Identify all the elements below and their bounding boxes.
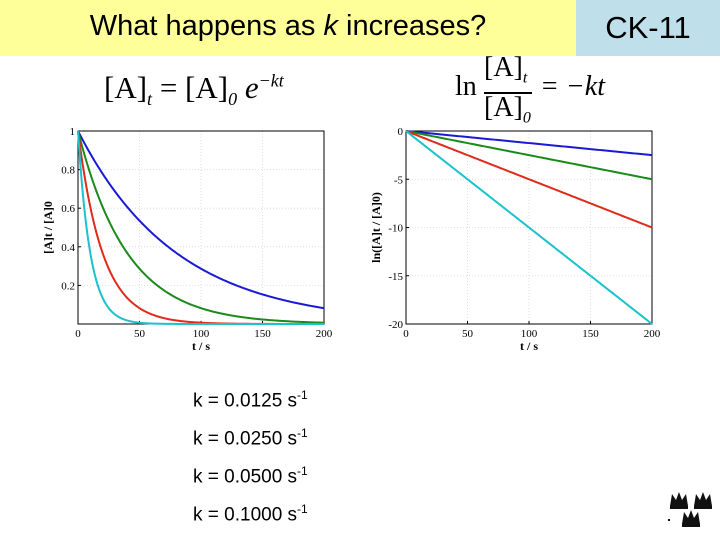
logdecay-ytick-label-0: 0 [398,126,404,138]
logdecay-ylabel: ln([A]t / [A]0) [369,192,383,263]
crowns-logo [668,492,712,527]
logdecay-series-4 [405,130,653,325]
legend-item-4: k = 0.1000 s-1 [193,502,308,526]
decay-series-4 [77,130,324,325]
eq-num-text: [A] [484,52,523,83]
decay-xtick-label-2: 100 [193,328,210,340]
eq-den-sub: 0 [522,109,531,127]
slide-tag: CK-11 [605,10,691,45]
legend-exp-3: -1 [297,464,308,478]
decay-xtick-label-3: 150 [254,328,271,340]
legend-label-1: k = 0.0125 s [193,390,298,412]
legend-exp-4: -1 [297,502,308,516]
eq-den-text: [A] [484,92,523,123]
slide-tag-box: CK-11 [576,0,720,56]
logdecay-xtick-label-3: 150 [582,328,599,340]
decay-ylabel: [A]t / [A]0 [41,201,55,254]
logdecay-ytick-label-3: -15 [388,271,403,283]
logdecay-xlabel: t / s [520,339,538,353]
eq-ln: ln [455,71,477,102]
logdecay-xtick-label-4: 200 [644,328,661,340]
logdecay-xtick-label-2: 100 [521,328,538,340]
eq-denominator: [A]0 [484,92,531,128]
fraction-bar [484,92,532,94]
eq-numerator: [A]t [484,52,527,88]
legend-exp-2: -1 [297,426,308,440]
title-variable: k [323,10,338,42]
logdecay-series-1 [405,130,653,157]
eq-right-rhs: = −kt [540,71,605,102]
logdecay-xtick-label-1: 50 [462,328,474,340]
eq-base: e [237,70,259,105]
decay-chart: 0 50 100 150 200 0.2 0.4 0.6 0.8 1 t / s [A]t / [A]… [41,126,333,353]
log-decay-chart: 0 50 100 150 200 0 -5 -10 -15 -20 t / s ln([A]t / [… [369,126,661,353]
integrated-rate-equation: [A]t = [A]0 e−kt [104,70,284,110]
title-bar: What happens as k increases? [0,0,576,56]
legend-label-3: k = 0.0500 s [193,466,298,488]
decay-xtick-label-1: 50 [134,328,146,340]
decay-ytick-label-4: 1 [70,126,76,138]
decay-ytick-label-0: 0.2 [61,280,75,292]
logdecay-ytick-label-1: -5 [394,174,404,186]
decay-xlabel: t / s [192,339,210,353]
logdecay-xtick-label-0: 0 [403,328,409,340]
logdecay-series-2 [405,130,653,181]
legend-label-2: k = 0.0250 s [193,428,298,450]
decay-ytick-label-3: 0.8 [61,165,75,177]
logdecay-series-3 [405,130,653,229]
legend-item-3: k = 0.0500 s-1 [193,464,308,488]
legend-item-2: k = 0.0250 s-1 [193,426,308,450]
logdecay-ytick-label-2: -10 [388,223,403,235]
decay-series-2 [77,130,325,324]
decay-ytick-label-1: 0.4 [61,242,75,254]
slide-title: What happens as k increases? [0,10,576,43]
logdecay-ytick-label-4: -20 [388,319,403,331]
eq-num-sub: t [522,69,528,87]
title-part-1: What happens as [89,10,324,42]
eq-lhs-sub: t [147,89,153,110]
eq-rhs: [A] [185,70,229,105]
legend-label-4: k = 0.1000 s [193,504,298,526]
eq-exponent: −kt [258,70,284,91]
eq-lhs: [A] [104,70,148,105]
decay-xtick-label-0: 0 [75,328,81,340]
legend-exp-1: -1 [297,388,308,402]
legend-item-1: k = 0.0125 s-1 [193,388,308,412]
decay-series-1 [77,130,325,310]
eq-equals: = [152,70,186,105]
eq-rhs-sub: 0 [228,89,238,110]
decay-ytick-label-2: 0.6 [61,203,75,215]
title-part-2: increases? [337,10,487,42]
decay-xtick-label-4: 200 [316,328,333,340]
